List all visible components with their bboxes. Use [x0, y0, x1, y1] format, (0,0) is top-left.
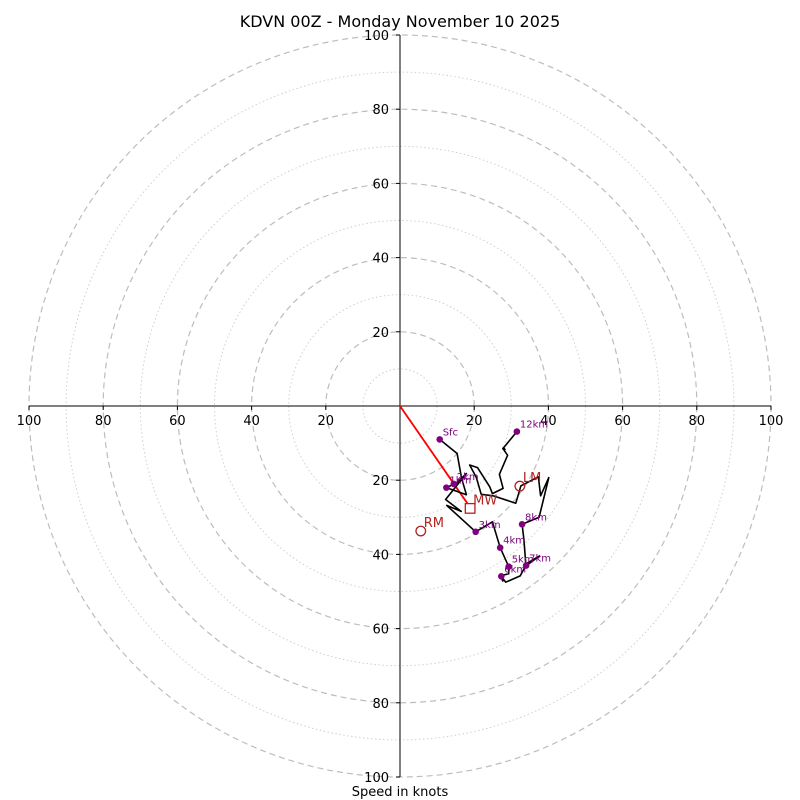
height-point-1km [443, 484, 450, 491]
tick-labels: 20 20 20 20 40 40 40 40 60 60 60 60 80 80 80 80 100 100 10… [17, 29, 784, 786]
storm-motion-rm-label: RM [424, 516, 444, 531]
x-tick-label: 80 [95, 414, 112, 429]
x-axis-label: Speed in knots [352, 785, 449, 800]
chart-title: KDVN 00Z - Monday November 10 2025 [240, 12, 561, 31]
height-label-3km: 3km [479, 520, 501, 531]
height-label-7km: 7km [529, 554, 551, 565]
storm-motion-mw-label: MW [473, 493, 497, 508]
x-tick-label: 60 [614, 414, 631, 429]
storm-motion-markers: RM LM MW [415, 471, 541, 537]
height-point-5km [505, 563, 513, 570]
y-tick-label: 100 [364, 29, 389, 44]
y-tick-label: 40 [372, 548, 389, 563]
storm-motion-lm-label: LM [523, 471, 541, 486]
y-tick-label: 80 [372, 697, 389, 712]
height-label-2km: 2km [457, 472, 479, 483]
y-tick-label: 20 [372, 326, 389, 341]
height-label-6km: 6km [504, 564, 526, 575]
height-label-5km: 5km [512, 555, 534, 566]
x-tick-label: 100 [17, 414, 42, 429]
x-tick-label: 20 [318, 414, 335, 429]
height-point-2km [450, 480, 458, 488]
height-point-3km [472, 528, 479, 536]
x-tick-label: 80 [689, 414, 706, 429]
storm-motion-rm-marker [415, 525, 427, 537]
x-tick-label: 100 [759, 414, 784, 429]
height-label-1km: 1km [449, 476, 471, 487]
x-tick-label: 60 [169, 414, 186, 429]
y-tick-label: 40 [372, 252, 389, 267]
height-point-7km [522, 562, 530, 569]
y-tick-label: 80 [372, 103, 389, 118]
storm-motion-mw-marker [464, 502, 476, 514]
height-point-sfc [436, 436, 443, 443]
storm-motion-lm-marker [514, 480, 526, 492]
height-point-6km [497, 572, 505, 580]
hodograph-trace [439, 431, 550, 584]
y-tick-label: 20 [372, 474, 389, 489]
x-tick-label: 40 [243, 414, 260, 429]
height-label-sfc: Sfc [443, 427, 458, 438]
y-tick-label: 60 [372, 623, 389, 638]
x-tick-label: 40 [540, 414, 557, 429]
height-point-12km [513, 428, 521, 435]
height-point-4km [496, 544, 504, 552]
height-point-8km [518, 521, 526, 528]
y-tick-label: 60 [372, 177, 389, 192]
height-label-4km: 4km [503, 536, 525, 547]
x-tick-label: 20 [466, 414, 483, 429]
height-label-8km: 8km [525, 512, 547, 523]
height-label-12km: 12km [520, 420, 548, 431]
y-tick-label: 100 [364, 771, 389, 786]
